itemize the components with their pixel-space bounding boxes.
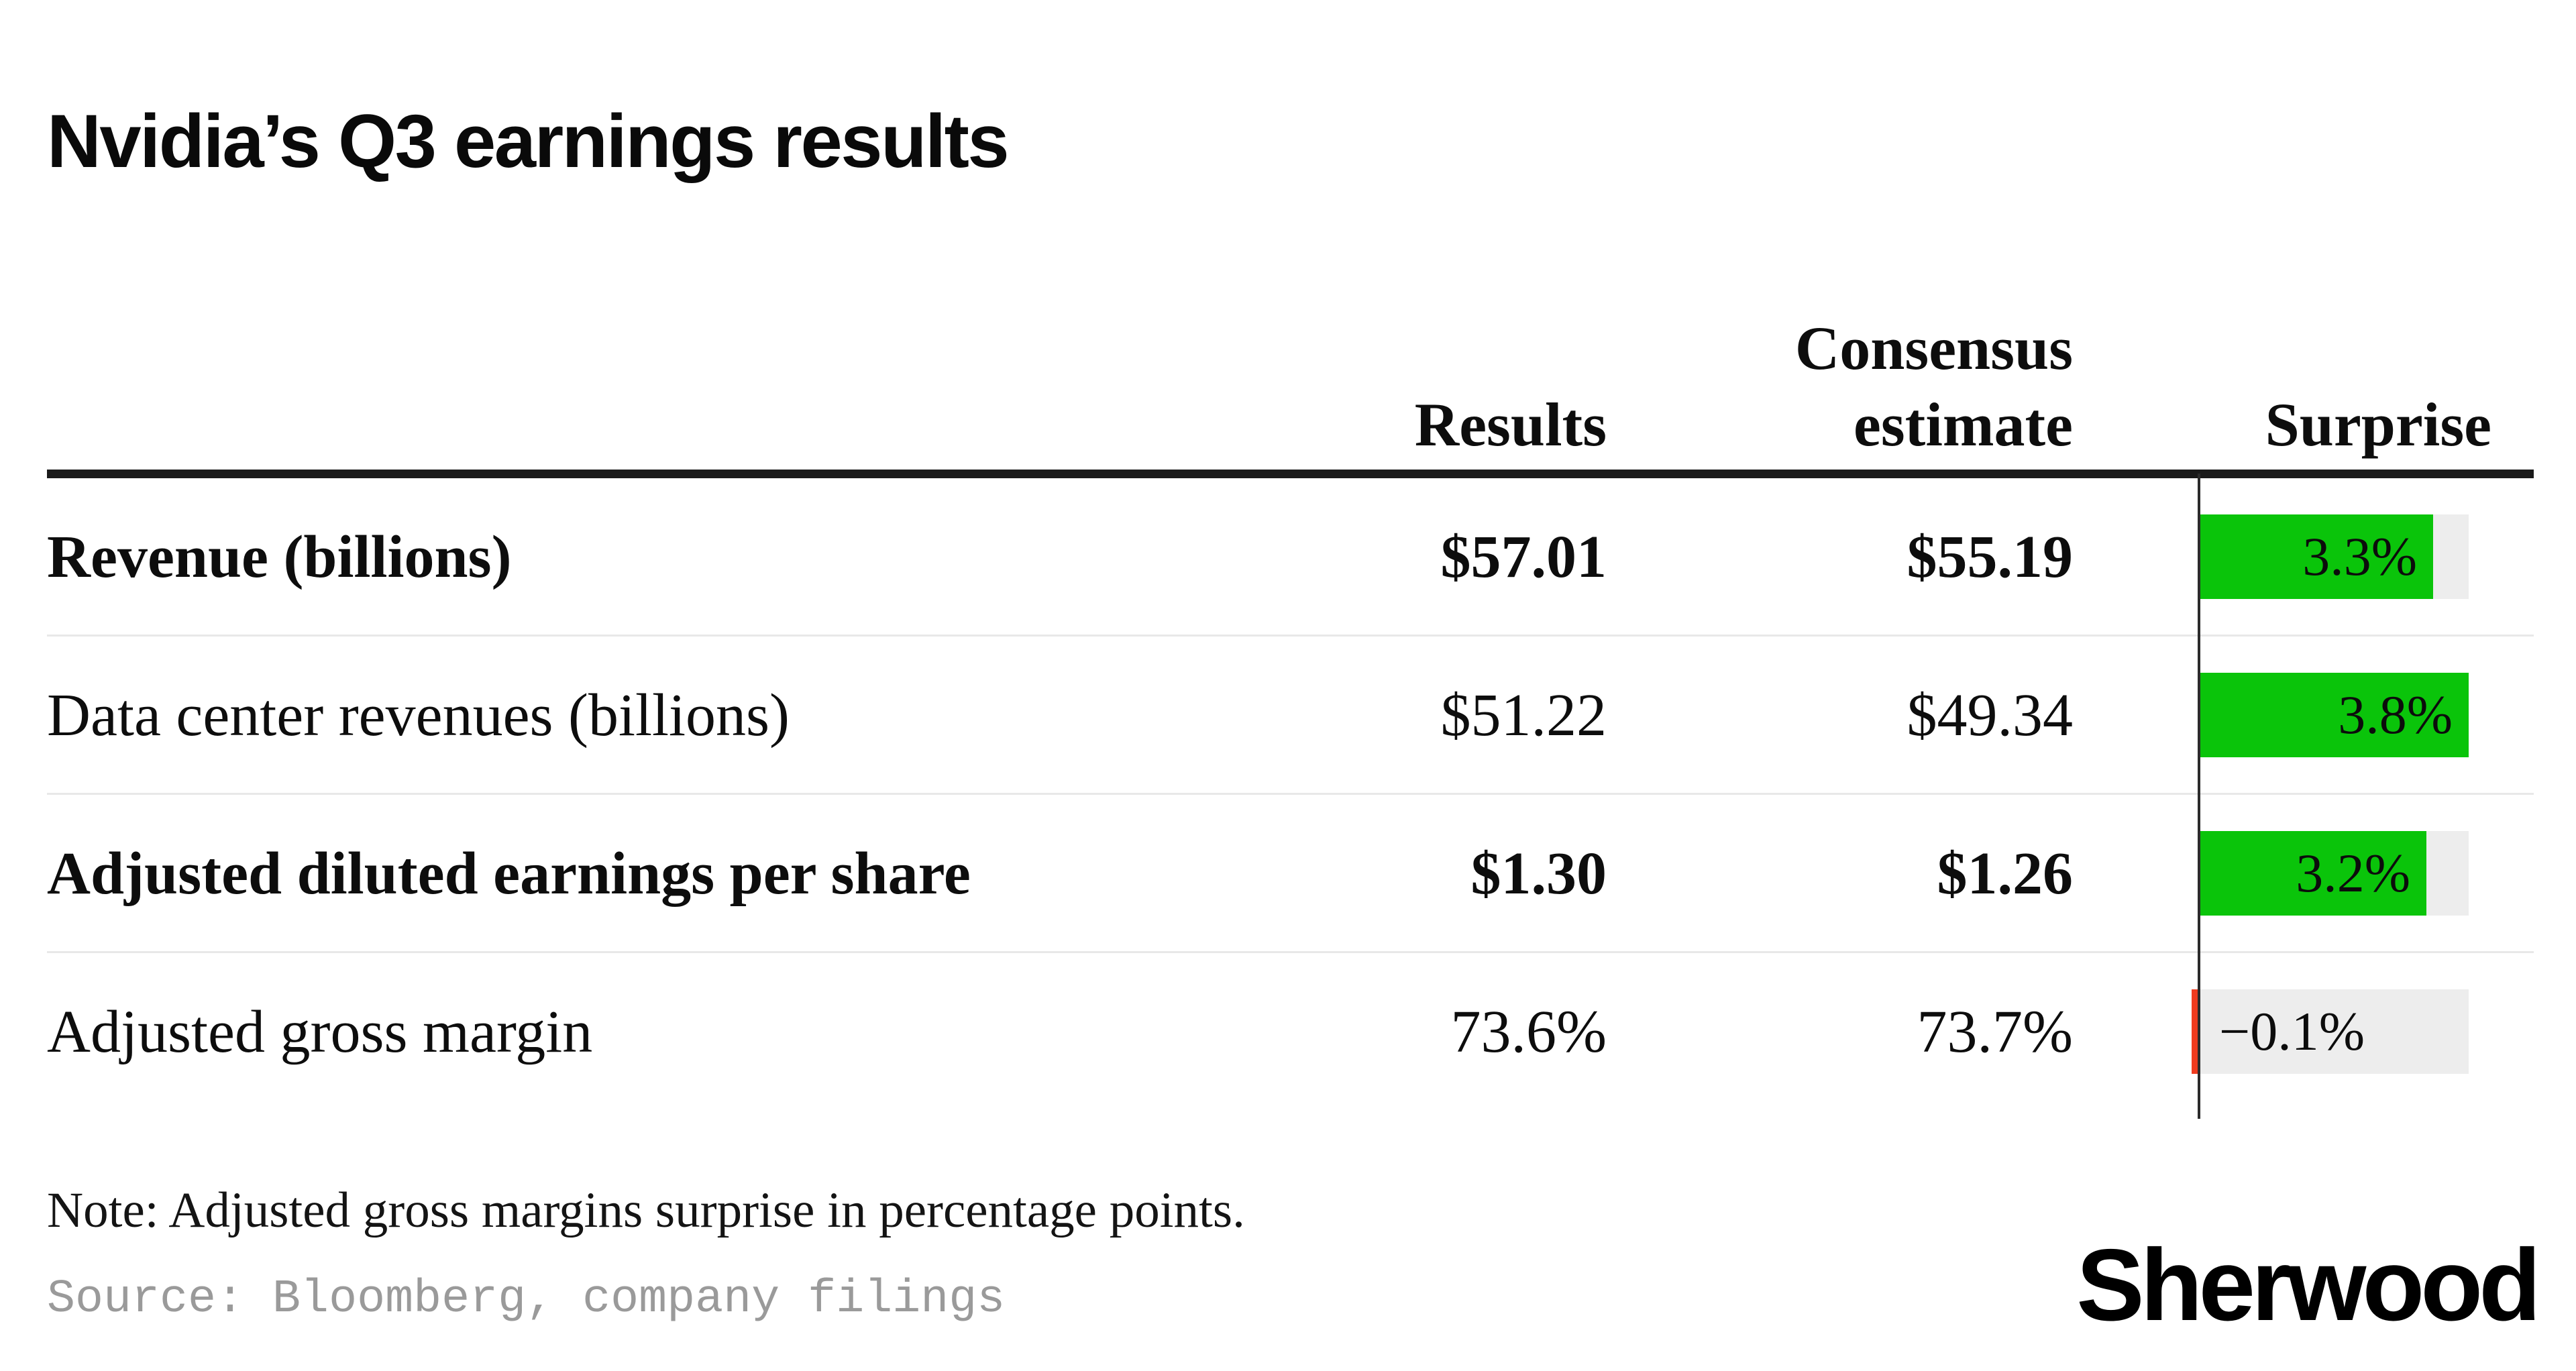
- column-header-consensus-line2: estimate: [1854, 390, 2073, 459]
- column-header-consensus-estimate: Consensus estimate: [1610, 310, 2073, 463]
- footnote: Note: Adjusted gross margins surprise in…: [47, 1183, 1245, 1238]
- consensus-value: $55.19: [1907, 523, 2074, 590]
- consensus-value: $49.34: [1907, 681, 2074, 749]
- chart-title: Nvidia’s Q3 earnings results: [47, 99, 1010, 184]
- table-header: Results Consensus estimate Surprise: [0, 265, 2576, 463]
- surprise-bar-positive: 3.3%: [2199, 514, 2433, 599]
- table-body: Revenue (billions) $57.01 $55.19 3.3% Da…: [0, 478, 2576, 1111]
- surprise-bar-label: 3.8%: [2338, 684, 2453, 745]
- table-row-data-center-revenues: Data center revenues (billions) $51.22 $…: [0, 636, 2576, 794]
- surprise-bar-label: −0.1%: [2219, 1001, 2365, 1062]
- column-header-surprise: Surprise: [2265, 390, 2491, 459]
- source-credit: Source: Bloomberg, company filings: [47, 1273, 1006, 1326]
- table-row-adjusted-diluted-eps: Adjusted diluted earnings per share $1.3…: [0, 794, 2576, 952]
- table-row-adjusted-gross-margin: Adjusted gross margin 73.6% 73.7% −0.1%: [0, 952, 2576, 1111]
- surprise-bar-track: −0.1%: [2192, 989, 2469, 1074]
- surprise-bar-label: 3.3%: [2302, 526, 2417, 587]
- results-value: $1.30: [1470, 840, 1607, 907]
- row-separator: [47, 951, 2534, 953]
- consensus-value: $1.26: [1937, 840, 2074, 907]
- column-header-consensus-line1: Consensus: [1794, 313, 2073, 382]
- surprise-bar-track: 3.8%: [2199, 673, 2469, 757]
- column-header-results: Results: [1414, 390, 1607, 459]
- header-rule: [47, 470, 2534, 478]
- table-row-revenue: Revenue (billions) $57.01 $55.19 3.3%: [0, 478, 2576, 636]
- publisher-logo: Sherwood: [2076, 1228, 2541, 1342]
- baseline-axis: [2198, 474, 2200, 1119]
- row-separator: [47, 793, 2534, 795]
- surprise-bar-negative: [2192, 989, 2199, 1074]
- surprise-bar-positive: 3.2%: [2199, 831, 2426, 916]
- row-label: Data center revenues (billions): [47, 681, 790, 749]
- row-label: Adjusted gross margin: [47, 998, 593, 1065]
- row-label: Adjusted diluted earnings per share: [47, 840, 971, 907]
- consensus-value: 73.7%: [1917, 998, 2073, 1065]
- results-value: $51.22: [1440, 681, 1607, 749]
- results-value: 73.6%: [1450, 998, 1607, 1065]
- surprise-bar-track: 3.3%: [2199, 514, 2469, 599]
- row-separator: [47, 635, 2534, 637]
- surprise-bar-positive: 3.8%: [2199, 673, 2469, 757]
- row-label: Revenue (billions): [47, 523, 512, 590]
- results-value: $57.01: [1440, 523, 1607, 590]
- surprise-bar-label: 3.2%: [2296, 842, 2410, 903]
- surprise-bar-track: 3.2%: [2199, 831, 2469, 916]
